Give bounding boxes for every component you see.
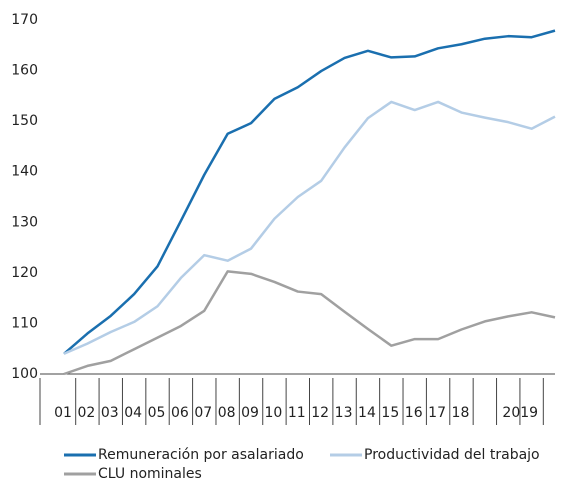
y-tick-label: 120 [11,265,38,281]
x-tick-label: 17 [428,405,446,421]
series-line [63,100,556,355]
x-tick-label: 16 [405,405,423,421]
x-tick-label: 09 [241,405,259,421]
x-tick-label: 03 [101,405,119,421]
x-tick-label: 14 [358,405,376,421]
series-line [63,270,556,376]
series-line [63,29,556,355]
x-tick-label: 11 [288,405,306,421]
x-tick-label: 02 [77,405,95,421]
y-tick-label: 160 [11,63,38,79]
y-tick-label: 150 [11,113,38,129]
x-tick-label: 01 [54,405,72,421]
x-tick-label: 06 [171,405,189,421]
x-tick-label: 04 [124,405,142,421]
legend-label: CLU nominales [98,466,202,482]
x-tick-label: 07 [194,405,212,421]
y-tick-label: 110 [11,315,38,331]
x-tick-label: 12 [311,405,329,421]
y-tick-label: 170 [11,12,38,28]
y-tick-label: 130 [11,214,38,230]
x-tick-label: 18 [452,405,470,421]
x-tick-label: 05 [148,405,166,421]
x-tick-label: 2019 [502,405,538,421]
legend-label: Productividad del trabajo [364,447,540,463]
x-tick-label: 15 [381,405,399,421]
legend-label: Remuneración por asalariado [98,447,304,463]
x-tick-label: 10 [265,405,283,421]
x-tick-label: 08 [218,405,236,421]
x-tick-label: 13 [335,405,353,421]
y-tick-label: 140 [11,164,38,180]
y-tick-label: 100 [11,366,38,382]
